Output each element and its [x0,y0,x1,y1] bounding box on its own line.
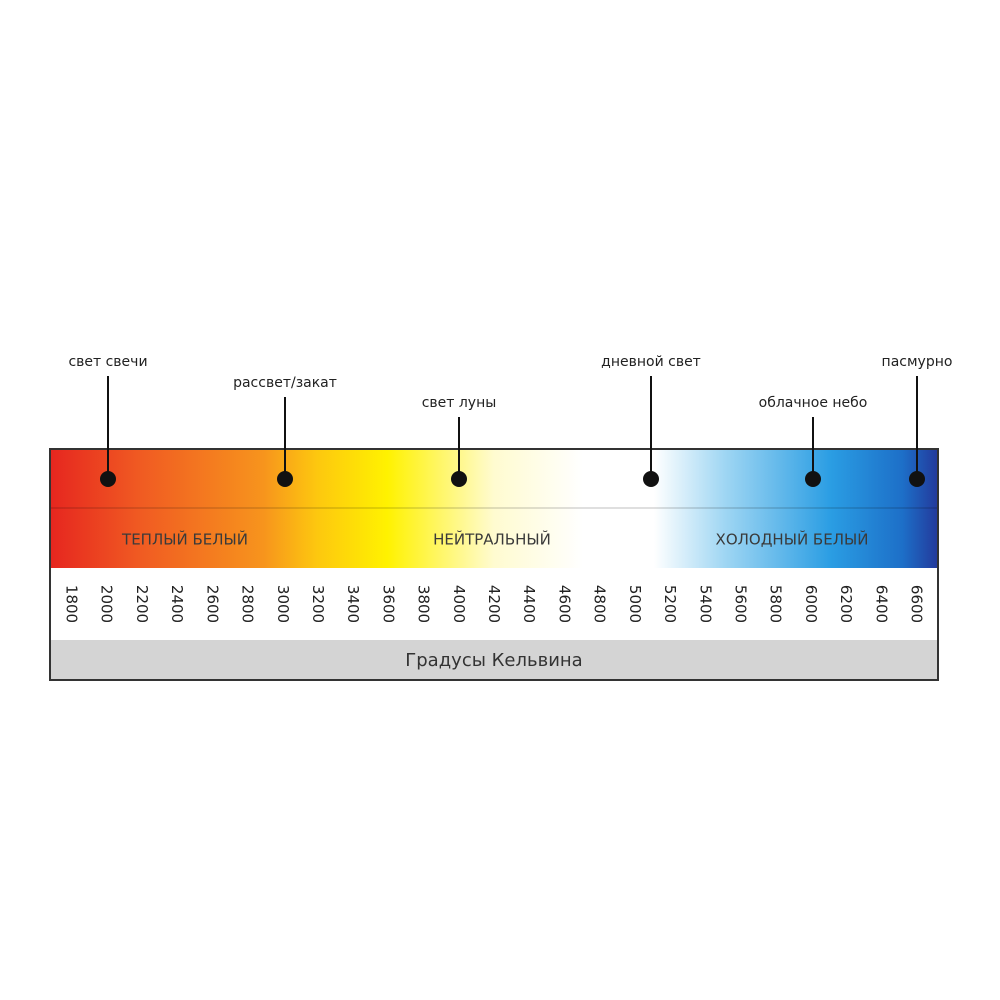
tick-label: 6400 [872,585,890,623]
marker-dot [451,471,467,487]
tick-label: 6600 [908,585,926,623]
marker-dot [909,471,925,487]
tick-label: 4400 [520,585,538,623]
tick-label: 2400 [168,585,186,623]
tick-label: 2000 [98,585,116,623]
zone-label: ТЕПЛЫЙ БЕЛЫЙ [121,530,248,549]
tick-label: 3200 [309,585,327,623]
tick-label: 3400 [344,585,362,623]
tick-label: 5600 [731,585,749,623]
tick-label: 1800 [63,585,81,623]
axis-title-bar [50,640,938,680]
tick-label: 3000 [274,585,292,623]
marker-label: свет луны [422,395,497,411]
tick-label: 2200 [133,585,151,623]
tick-row [50,568,938,640]
tick-label: 4600 [555,585,573,623]
tick-label: 6200 [837,585,855,623]
marker-dot [805,471,821,487]
tick-label: 4000 [450,585,468,623]
tick-label: 6000 [802,585,820,623]
tick-label: 2800 [239,585,257,623]
tick-label: 5400 [696,585,714,623]
marker-label: облачное небо [759,395,868,411]
tick-label: 4200 [485,585,503,623]
marker-label: дневной свет [601,354,701,370]
tick-label: 3800 [415,585,433,623]
marker-dot [277,471,293,487]
tick-label: 2600 [203,585,221,623]
marker-label: пасмурно [882,354,953,370]
marker-label: свет свечи [68,354,147,370]
spectrum [50,449,938,568]
tick-label: 5800 [767,585,785,623]
zone-label: НЕЙТРАЛЬНЫЙ [433,530,551,549]
frame [49,448,939,681]
marker-dot [643,471,659,487]
axis-title: Градусы Кельвина [405,650,582,671]
tick-label: 3600 [379,585,397,623]
marker-dot [100,471,116,487]
zone-label: ХОЛОДНЫЙ БЕЛЫЙ [716,530,869,549]
dynamic: свет свечи рассвет/закат свет луны дневной … [63,354,953,623]
tick-label: 5000 [626,585,644,623]
marker-label: рассвет/закат [233,375,337,391]
tick-label: 4800 [591,585,609,623]
tick-label: 5200 [661,585,679,623]
